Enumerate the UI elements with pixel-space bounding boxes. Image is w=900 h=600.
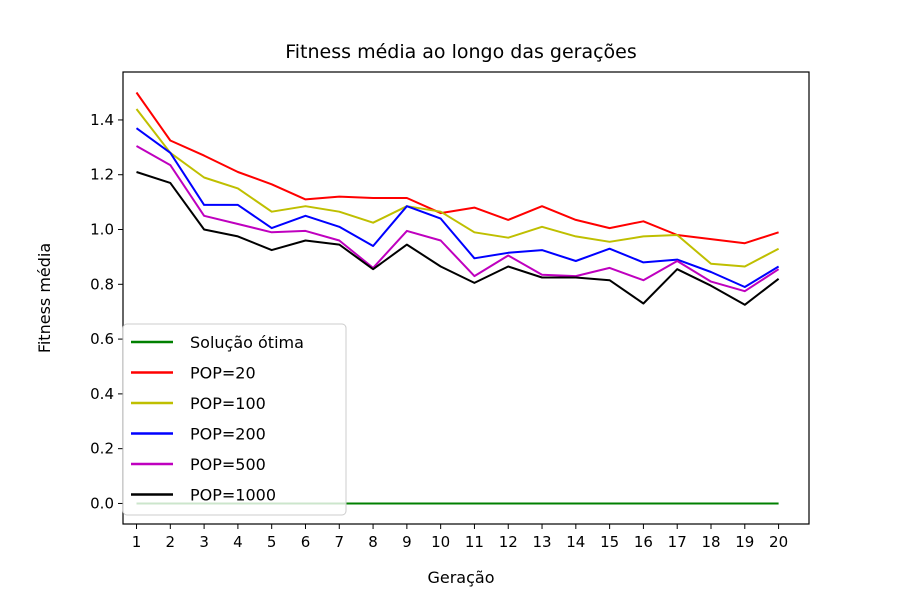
x-tick-label: 5 [267, 533, 277, 551]
y-tick-label: 0.4 [90, 385, 114, 403]
x-axis-label: Geração [427, 568, 494, 587]
y-tick-label: 1.4 [90, 111, 114, 129]
legend-label-2: POP=100 [190, 394, 266, 413]
series-line-2 [135, 108, 780, 268]
plot-frame [122, 71, 810, 525]
x-tick-label: 12 [499, 533, 518, 551]
x-tick-label: 2 [166, 533, 176, 551]
x-tick-label: 11 [465, 533, 484, 551]
series-line-3 [135, 127, 780, 288]
x-tick-label: 1 [132, 533, 142, 551]
legend-label-1: POP=20 [190, 364, 256, 383]
x-tick-label: 13 [532, 533, 551, 551]
y-tick-label: 1.0 [90, 221, 114, 239]
x-tick-label: 3 [199, 533, 209, 551]
y-tick-label: 0.8 [90, 275, 114, 293]
x-tick-label: 18 [701, 533, 720, 551]
x-tick-label: 20 [769, 533, 788, 551]
legend-label-5: POP=1000 [190, 486, 276, 505]
x-tick-label: 9 [402, 533, 412, 551]
x-tick-label: 8 [368, 533, 378, 551]
legend-label-0: Solução ótima [190, 333, 304, 352]
x-tick-label: 17 [668, 533, 687, 551]
x-axis: 1 2 3 4 5 6 7 8 9 10 11 12 13 14 15 16 17 18 19 20 [132, 524, 788, 551]
y-tick-label: 1.2 [90, 166, 114, 184]
y-tick-label: 0.0 [90, 494, 114, 512]
legend-label-3: POP=200 [190, 425, 266, 444]
x-tick-label: 19 [735, 533, 754, 551]
y-axis: 0.0 0.2 0.4 0.6 0.8 1.0 1.2 1.4 [90, 111, 123, 512]
x-tick-label: 7 [335, 533, 345, 551]
x-tick-label: 6 [301, 533, 311, 551]
legend: Solução ótima POP=20 POP=100 POP=200 POP=500… [122, 323, 347, 516]
series-line-1 [135, 91, 779, 245]
series-line-4 [136, 145, 780, 293]
y-axis-label: Fitness média [35, 243, 54, 353]
x-tick-label: 4 [233, 533, 243, 551]
series-line-5 [136, 171, 780, 306]
x-tick-label: 15 [600, 533, 619, 551]
legend-box [122, 323, 347, 516]
x-tick-label: 10 [431, 533, 450, 551]
legend-label-4: POP=500 [190, 455, 266, 474]
y-tick-label: 0.2 [90, 440, 114, 458]
x-tick-label: 16 [634, 533, 653, 551]
x-tick-label: 14 [566, 533, 585, 551]
y-tick-label: 0.6 [90, 330, 114, 348]
chart-title: Fitness média ao longo das gerações [285, 41, 637, 63]
